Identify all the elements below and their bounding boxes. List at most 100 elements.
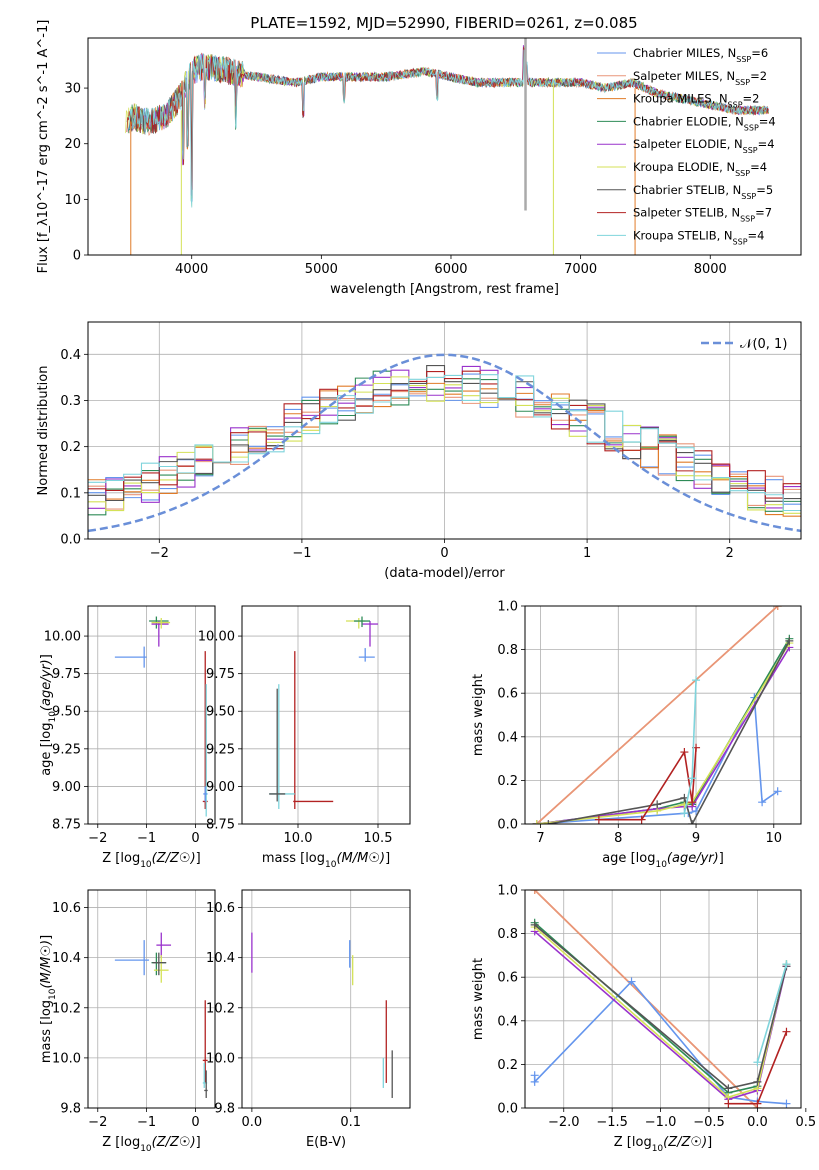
x-tick-label: 1 xyxy=(583,546,591,561)
series-marker xyxy=(627,977,636,986)
y-tick-label: 9.25 xyxy=(206,742,235,757)
errorbar-point xyxy=(293,651,334,809)
x-axis-label: wavelength [Angstrom, rest frame] xyxy=(330,282,559,297)
series-line xyxy=(756,963,788,1063)
y-tick-label: 10.4 xyxy=(206,951,235,966)
x-axis-label: (data-model)/error xyxy=(384,566,505,581)
errorbar-point xyxy=(204,1070,208,1098)
series-marker xyxy=(688,774,697,783)
plot-area-spectrum xyxy=(125,38,769,255)
y-tick-label: 9.75 xyxy=(206,667,235,682)
y-tick-label: 0 xyxy=(73,249,81,264)
legend-label: Chabrier MILES, NSSP=6 xyxy=(633,46,768,64)
x-axis-label: mass [log10(M/M☉)] xyxy=(262,851,390,870)
panel-age-vs-Z: −2 −1 0 8.75 9.00 9.25 9.50 9.75 10.00 Z [log10(Z… xyxy=(39,605,216,870)
y-tick-label: 0.2 xyxy=(497,1058,518,1073)
plot-area-mass-vs-ebv xyxy=(242,890,410,1108)
x-axis-label: age [log10(age/yr)] xyxy=(602,851,724,870)
series-line xyxy=(536,606,779,824)
y-axis-label: Flux [f_λ10^-17 erg cm^-2 s^-1 A^-1] xyxy=(36,20,51,274)
x-tick-label: 9 xyxy=(692,831,700,846)
x-axis-label: E(B-V) xyxy=(306,1135,346,1150)
x-tick-label: 10.0 xyxy=(284,831,313,846)
x-axis-label: Z [log10(Z/Z☉)] xyxy=(102,1135,200,1154)
series-line xyxy=(536,647,791,824)
x-axis-label: Z [log10(Z/Z☉)] xyxy=(102,851,200,870)
y-tick-label: 0.2 xyxy=(60,440,81,455)
legend-label: Kroupa ELODIE, NSSP=4 xyxy=(633,160,767,178)
y-tick-label: 10.00 xyxy=(44,630,81,645)
series-marker xyxy=(680,809,689,818)
series-marker xyxy=(594,815,603,824)
y-tick-label: 30 xyxy=(64,82,81,97)
axes-frame xyxy=(241,889,411,1109)
x-tick-label: 6000 xyxy=(434,262,467,277)
x-tick-label: 0.0 xyxy=(242,1115,263,1130)
y-tick-label: 0.0 xyxy=(60,533,81,548)
panel-mass-vs-ebv: 0.0 0.1 9.8 10.0 10.2 10.4 10.6 E(B-V) xyxy=(206,889,411,1150)
x-tick-label: 0.5 xyxy=(795,1115,816,1130)
errorbar-point xyxy=(202,1000,208,1083)
spectrum-legend: Chabrier MILES, NSSP=6 Salpeter MILES, NS… xyxy=(597,46,776,246)
x-axis-label: Z [log10(Z/Z☉)] xyxy=(614,1135,712,1154)
y-tick-label: 9.8 xyxy=(214,1102,235,1117)
series-marker xyxy=(544,820,553,824)
y-axis-label: age [log10(age/yr)] xyxy=(39,654,58,776)
legend-label: Kroupa MILES, NSSP=2 xyxy=(633,92,759,110)
y-tick-label: 0.0 xyxy=(497,1102,518,1117)
series-marker xyxy=(753,1077,762,1086)
y-tick-label: 9.00 xyxy=(52,780,81,795)
y-tick-label: 9.00 xyxy=(206,780,235,795)
x-tick-label: 8 xyxy=(614,831,622,846)
y-tick-label: 0.1 xyxy=(60,486,81,501)
x-tick-label: −1.5 xyxy=(596,1115,628,1130)
series-marker xyxy=(753,1058,762,1067)
y-tick-label: 9.50 xyxy=(52,705,81,720)
series-line xyxy=(536,642,791,824)
legend-normal-label: 𝒩(0, 1) xyxy=(740,337,787,352)
errorbar-point xyxy=(114,940,150,976)
series-marker xyxy=(688,798,697,807)
y-tick-label: 9.50 xyxy=(206,705,235,720)
series-marker xyxy=(758,798,767,807)
x-tick-label: 0.0 xyxy=(747,1115,768,1130)
panel-massweight-vs-Z: −2.0 −1.5 −1.0 −0.5 0.0 0.5 0.0 0.2 0.4 0.6 0.8 1.0… xyxy=(471,884,816,1155)
y-tick-label: 9.8 xyxy=(60,1102,81,1117)
panel-age-vs-mass: 10.0 10.5 8.75 9.00 9.25 9.50 9.75 10.00 mass [l… xyxy=(198,605,411,870)
y-tick-label: 0.0 xyxy=(497,818,518,833)
y-tick-label: 8.75 xyxy=(206,818,235,833)
panel-mass-vs-Z: −2 −1 0 9.8 10.0 10.2 10.4 10.6 Z [log10(Z/Z☉)] m… xyxy=(39,889,216,1154)
plot-area-massweight-vs-age xyxy=(525,606,801,824)
y-axis-label: Normed distribution xyxy=(36,366,51,496)
y-tick-label: 0.8 xyxy=(497,927,518,942)
errorbar-point xyxy=(151,621,169,647)
errorbar-point xyxy=(358,648,375,662)
axes-frame xyxy=(524,605,802,825)
y-tick-label: 10.2 xyxy=(206,1001,235,1016)
y-tick-label: 9.75 xyxy=(52,667,81,682)
errorbar-point xyxy=(362,621,378,647)
x-tick-label: −2.0 xyxy=(548,1115,580,1130)
axes-frame xyxy=(87,321,802,540)
spectrum-line xyxy=(128,49,769,208)
x-tick-label: 0.1 xyxy=(340,1115,361,1130)
x-tick-label: −0.5 xyxy=(693,1115,725,1130)
errorbar-point xyxy=(354,616,370,628)
series-marker xyxy=(680,748,689,757)
y-tick-label: 10 xyxy=(64,193,81,208)
x-tick-label: 0 xyxy=(191,1115,199,1130)
x-tick-label: 0 xyxy=(440,546,448,561)
series-marker xyxy=(782,960,791,969)
series-marker xyxy=(724,1084,733,1093)
legend-label: Chabrier STELIB, NSSP=5 xyxy=(633,183,773,201)
y-axis-label: mass weight xyxy=(471,958,486,1040)
errorbar-point xyxy=(156,932,172,958)
axes-frame xyxy=(524,889,802,1109)
y-tick-label: 1.0 xyxy=(497,600,518,615)
legend-label: Salpeter MILES, NSSP=2 xyxy=(633,69,767,87)
y-tick-label: 10.4 xyxy=(52,951,81,966)
y-tick-label: 10.0 xyxy=(206,1051,235,1066)
x-tick-label: −2 xyxy=(88,1115,107,1130)
y-tick-label: 0.4 xyxy=(497,1014,518,1029)
axes-frame xyxy=(87,37,802,256)
